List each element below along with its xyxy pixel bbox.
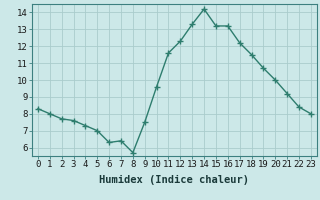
X-axis label: Humidex (Indice chaleur): Humidex (Indice chaleur) <box>100 175 249 185</box>
